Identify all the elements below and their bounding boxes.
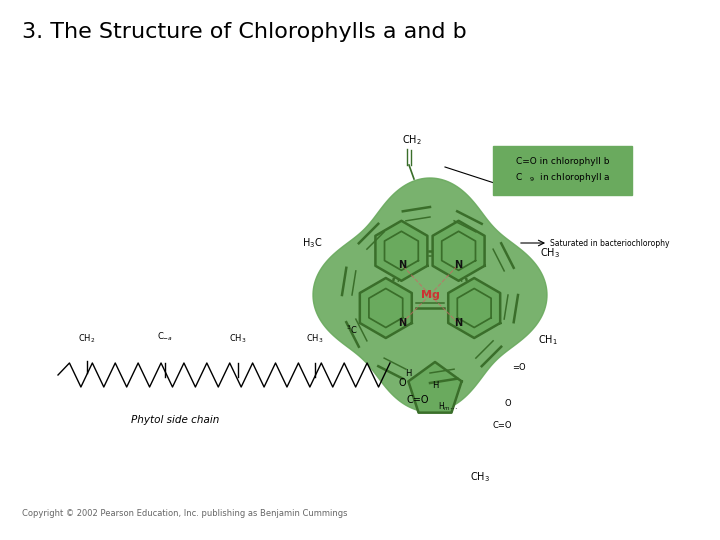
Text: O: O [398,378,406,388]
Text: N: N [454,318,462,328]
FancyBboxPatch shape [493,146,632,195]
Text: H: H [432,381,438,389]
Polygon shape [313,178,547,412]
Text: Saturated in bacteriochlorophy: Saturated in bacteriochlorophy [550,239,670,247]
Text: CH$_2$: CH$_2$ [402,133,422,147]
Text: C=O: C=O [492,421,512,429]
Text: C=O in chlorophyll b
C   $_{9}$  in chlorophyll a: C=O in chlorophyll b C $_{9}$ in chlorop… [515,157,610,184]
Text: H$_{m}$...: H$_{m}$... [438,401,458,413]
Text: CH$_3$: CH$_3$ [540,246,560,260]
Text: H$_3$C: H$_3$C [302,236,322,250]
Text: =O: =O [512,362,526,372]
Polygon shape [433,221,485,281]
Text: CH$_3$: CH$_3$ [470,470,490,484]
Text: 3. The Structure of Chlorophylls a and b: 3. The Structure of Chlorophylls a and b [22,22,467,42]
Text: CH$_3$: CH$_3$ [229,333,247,345]
Text: N: N [398,318,406,328]
Text: N: N [454,260,462,270]
Text: C$_{-a}$: C$_{-a}$ [157,330,173,343]
Text: Phytol side chain: Phytol side chain [131,415,219,425]
Text: CH$_1$: CH$_1$ [538,333,558,347]
Text: N: N [398,260,406,270]
Text: C=O: C=O [407,395,429,405]
Polygon shape [408,362,462,413]
Text: $^3$C: $^3$C [346,324,358,336]
Text: O: O [505,399,511,408]
Text: CH$_3$: CH$_3$ [306,333,324,345]
Polygon shape [449,278,500,338]
Polygon shape [360,278,412,338]
Text: Mg: Mg [420,290,439,300]
Text: CH$_2$: CH$_2$ [78,333,96,345]
Text: H: H [405,368,411,377]
Text: Copyright © 2002 Pearson Education, Inc. publishing as Benjamin Cummings: Copyright © 2002 Pearson Education, Inc.… [22,509,348,518]
Polygon shape [375,221,428,281]
